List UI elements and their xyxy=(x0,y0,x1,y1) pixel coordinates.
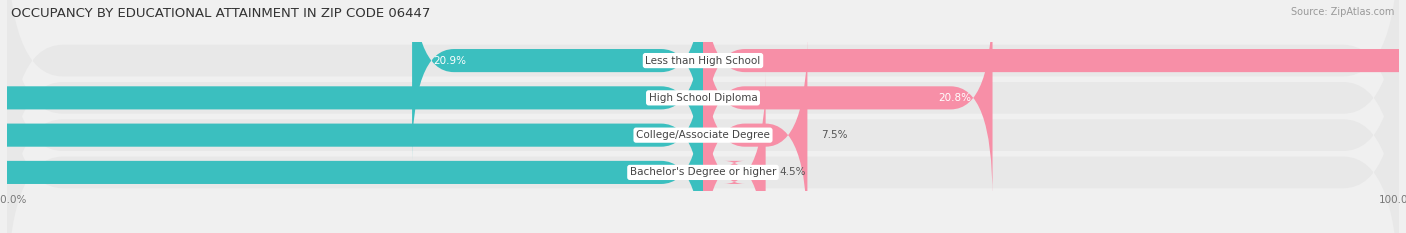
FancyBboxPatch shape xyxy=(0,0,703,198)
Text: 20.9%: 20.9% xyxy=(433,56,465,65)
Text: 4.5%: 4.5% xyxy=(779,168,806,177)
Text: Bachelor's Degree or higher: Bachelor's Degree or higher xyxy=(630,168,776,177)
FancyBboxPatch shape xyxy=(0,72,703,233)
FancyBboxPatch shape xyxy=(703,72,766,233)
FancyBboxPatch shape xyxy=(412,0,703,161)
FancyBboxPatch shape xyxy=(7,2,1399,233)
Text: 7.5%: 7.5% xyxy=(821,130,848,140)
FancyBboxPatch shape xyxy=(7,39,1399,233)
Text: Source: ZipAtlas.com: Source: ZipAtlas.com xyxy=(1291,7,1395,17)
FancyBboxPatch shape xyxy=(7,0,1399,231)
FancyBboxPatch shape xyxy=(703,35,807,233)
Text: 20.8%: 20.8% xyxy=(939,93,972,103)
Text: High School Diploma: High School Diploma xyxy=(648,93,758,103)
Text: College/Associate Degree: College/Associate Degree xyxy=(636,130,770,140)
FancyBboxPatch shape xyxy=(0,35,703,233)
FancyBboxPatch shape xyxy=(703,0,1406,161)
FancyBboxPatch shape xyxy=(7,0,1399,194)
Text: OCCUPANCY BY EDUCATIONAL ATTAINMENT IN ZIP CODE 06447: OCCUPANCY BY EDUCATIONAL ATTAINMENT IN Z… xyxy=(11,7,430,20)
Text: Less than High School: Less than High School xyxy=(645,56,761,65)
FancyBboxPatch shape xyxy=(703,0,993,198)
